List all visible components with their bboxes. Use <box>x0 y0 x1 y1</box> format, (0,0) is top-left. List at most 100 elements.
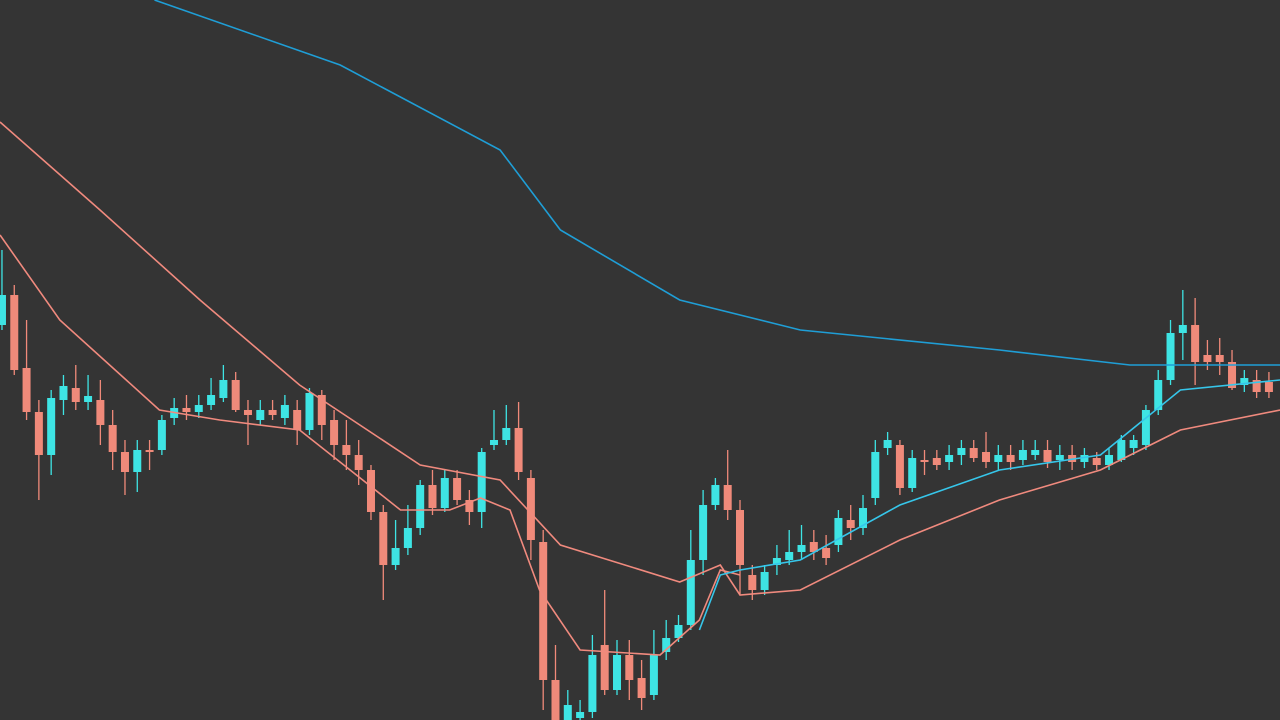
candle-body <box>366 470 375 512</box>
candle-body <box>797 545 806 552</box>
candle-body <box>96 400 105 425</box>
candle-body <box>1105 455 1114 465</box>
candle-body <box>133 450 142 472</box>
candle-body <box>440 478 449 508</box>
candle-body <box>957 448 966 455</box>
candle-body <box>982 452 991 462</box>
candle-body <box>477 452 486 512</box>
candle-body <box>637 678 646 698</box>
candle-body <box>1215 355 1224 362</box>
candle-body <box>859 508 868 528</box>
candle-body <box>686 560 695 625</box>
candle-body <box>182 408 191 412</box>
candle-body <box>514 428 523 472</box>
candle-body <box>379 512 388 565</box>
candle-body <box>1154 380 1163 410</box>
candle-body <box>59 386 68 400</box>
candle-body <box>674 625 683 638</box>
candle-body <box>293 410 302 430</box>
candle-body <box>760 572 769 590</box>
candle-body <box>342 445 351 455</box>
candle-body <box>723 485 732 510</box>
candle-body <box>736 510 745 565</box>
candle-body <box>354 455 363 470</box>
candle-body <box>268 410 277 415</box>
candle-body <box>403 528 412 548</box>
candle-body <box>1166 333 1175 380</box>
candle-body <box>883 440 892 448</box>
candle-body <box>834 518 843 545</box>
candle-body <box>1092 458 1101 465</box>
candle-body <box>416 485 425 528</box>
candle-body <box>699 505 708 560</box>
candle-body <box>588 655 597 712</box>
candle-body <box>305 393 314 430</box>
candle-body <box>157 420 166 450</box>
candle-body <box>465 500 474 512</box>
candle-body <box>1264 382 1273 392</box>
candle-body <box>1018 450 1027 460</box>
candle-body <box>231 380 240 410</box>
candle-body <box>1031 450 1040 455</box>
candle-body <box>625 655 634 680</box>
candle-body <box>280 405 289 418</box>
candle-body <box>1228 362 1237 388</box>
candle-body <box>612 655 621 690</box>
candle-body <box>748 575 757 590</box>
candle-body <box>34 412 43 455</box>
candle-body <box>10 295 19 370</box>
candle-body <box>711 485 720 505</box>
candle-body <box>453 478 462 500</box>
candle-body <box>662 638 671 652</box>
candle-body <box>1117 440 1126 460</box>
candle-body <box>846 520 855 528</box>
candle-body <box>526 478 535 540</box>
candle-body <box>932 458 941 465</box>
candle-body <box>1055 455 1064 460</box>
candle-body <box>256 410 265 420</box>
candle-body <box>649 655 658 695</box>
candle-body <box>908 458 917 488</box>
candle-body <box>145 450 154 452</box>
candle-body <box>772 558 781 565</box>
candle-body <box>600 645 609 690</box>
candle-body <box>71 388 80 402</box>
candle-body <box>945 455 954 462</box>
candle-body <box>1141 410 1150 445</box>
candle-body <box>317 395 326 425</box>
moving-average-line <box>698 379 1280 631</box>
candle-body <box>809 542 818 552</box>
moving-average-line <box>0 121 1280 596</box>
candle-body <box>207 395 216 405</box>
candle-body <box>1178 325 1187 333</box>
candle-body <box>120 452 129 472</box>
candle-body <box>1006 455 1015 462</box>
candle-body <box>47 398 56 455</box>
candle-body <box>551 680 560 720</box>
candle-body <box>576 712 585 718</box>
candle-body <box>785 552 794 560</box>
candle-body <box>1252 380 1261 392</box>
candle-body <box>330 420 339 445</box>
candle-body <box>1129 440 1138 448</box>
candle-body <box>108 425 117 452</box>
candle-body <box>969 448 978 458</box>
candle-body <box>502 428 511 440</box>
candle-body <box>1043 450 1052 462</box>
moving-average-line <box>0 234 741 656</box>
candle-body <box>1080 455 1089 462</box>
candle-body <box>489 440 498 445</box>
candle-body <box>219 380 228 398</box>
candle-body <box>539 542 548 680</box>
candle-body <box>1191 325 1200 362</box>
candle-body <box>428 485 437 508</box>
candle-body <box>243 410 252 415</box>
candle-body <box>391 548 400 565</box>
candle-body <box>822 548 831 558</box>
candle-body <box>871 452 880 498</box>
candle-body <box>1240 378 1249 385</box>
candle-body <box>563 705 572 720</box>
candle-body <box>22 368 31 412</box>
